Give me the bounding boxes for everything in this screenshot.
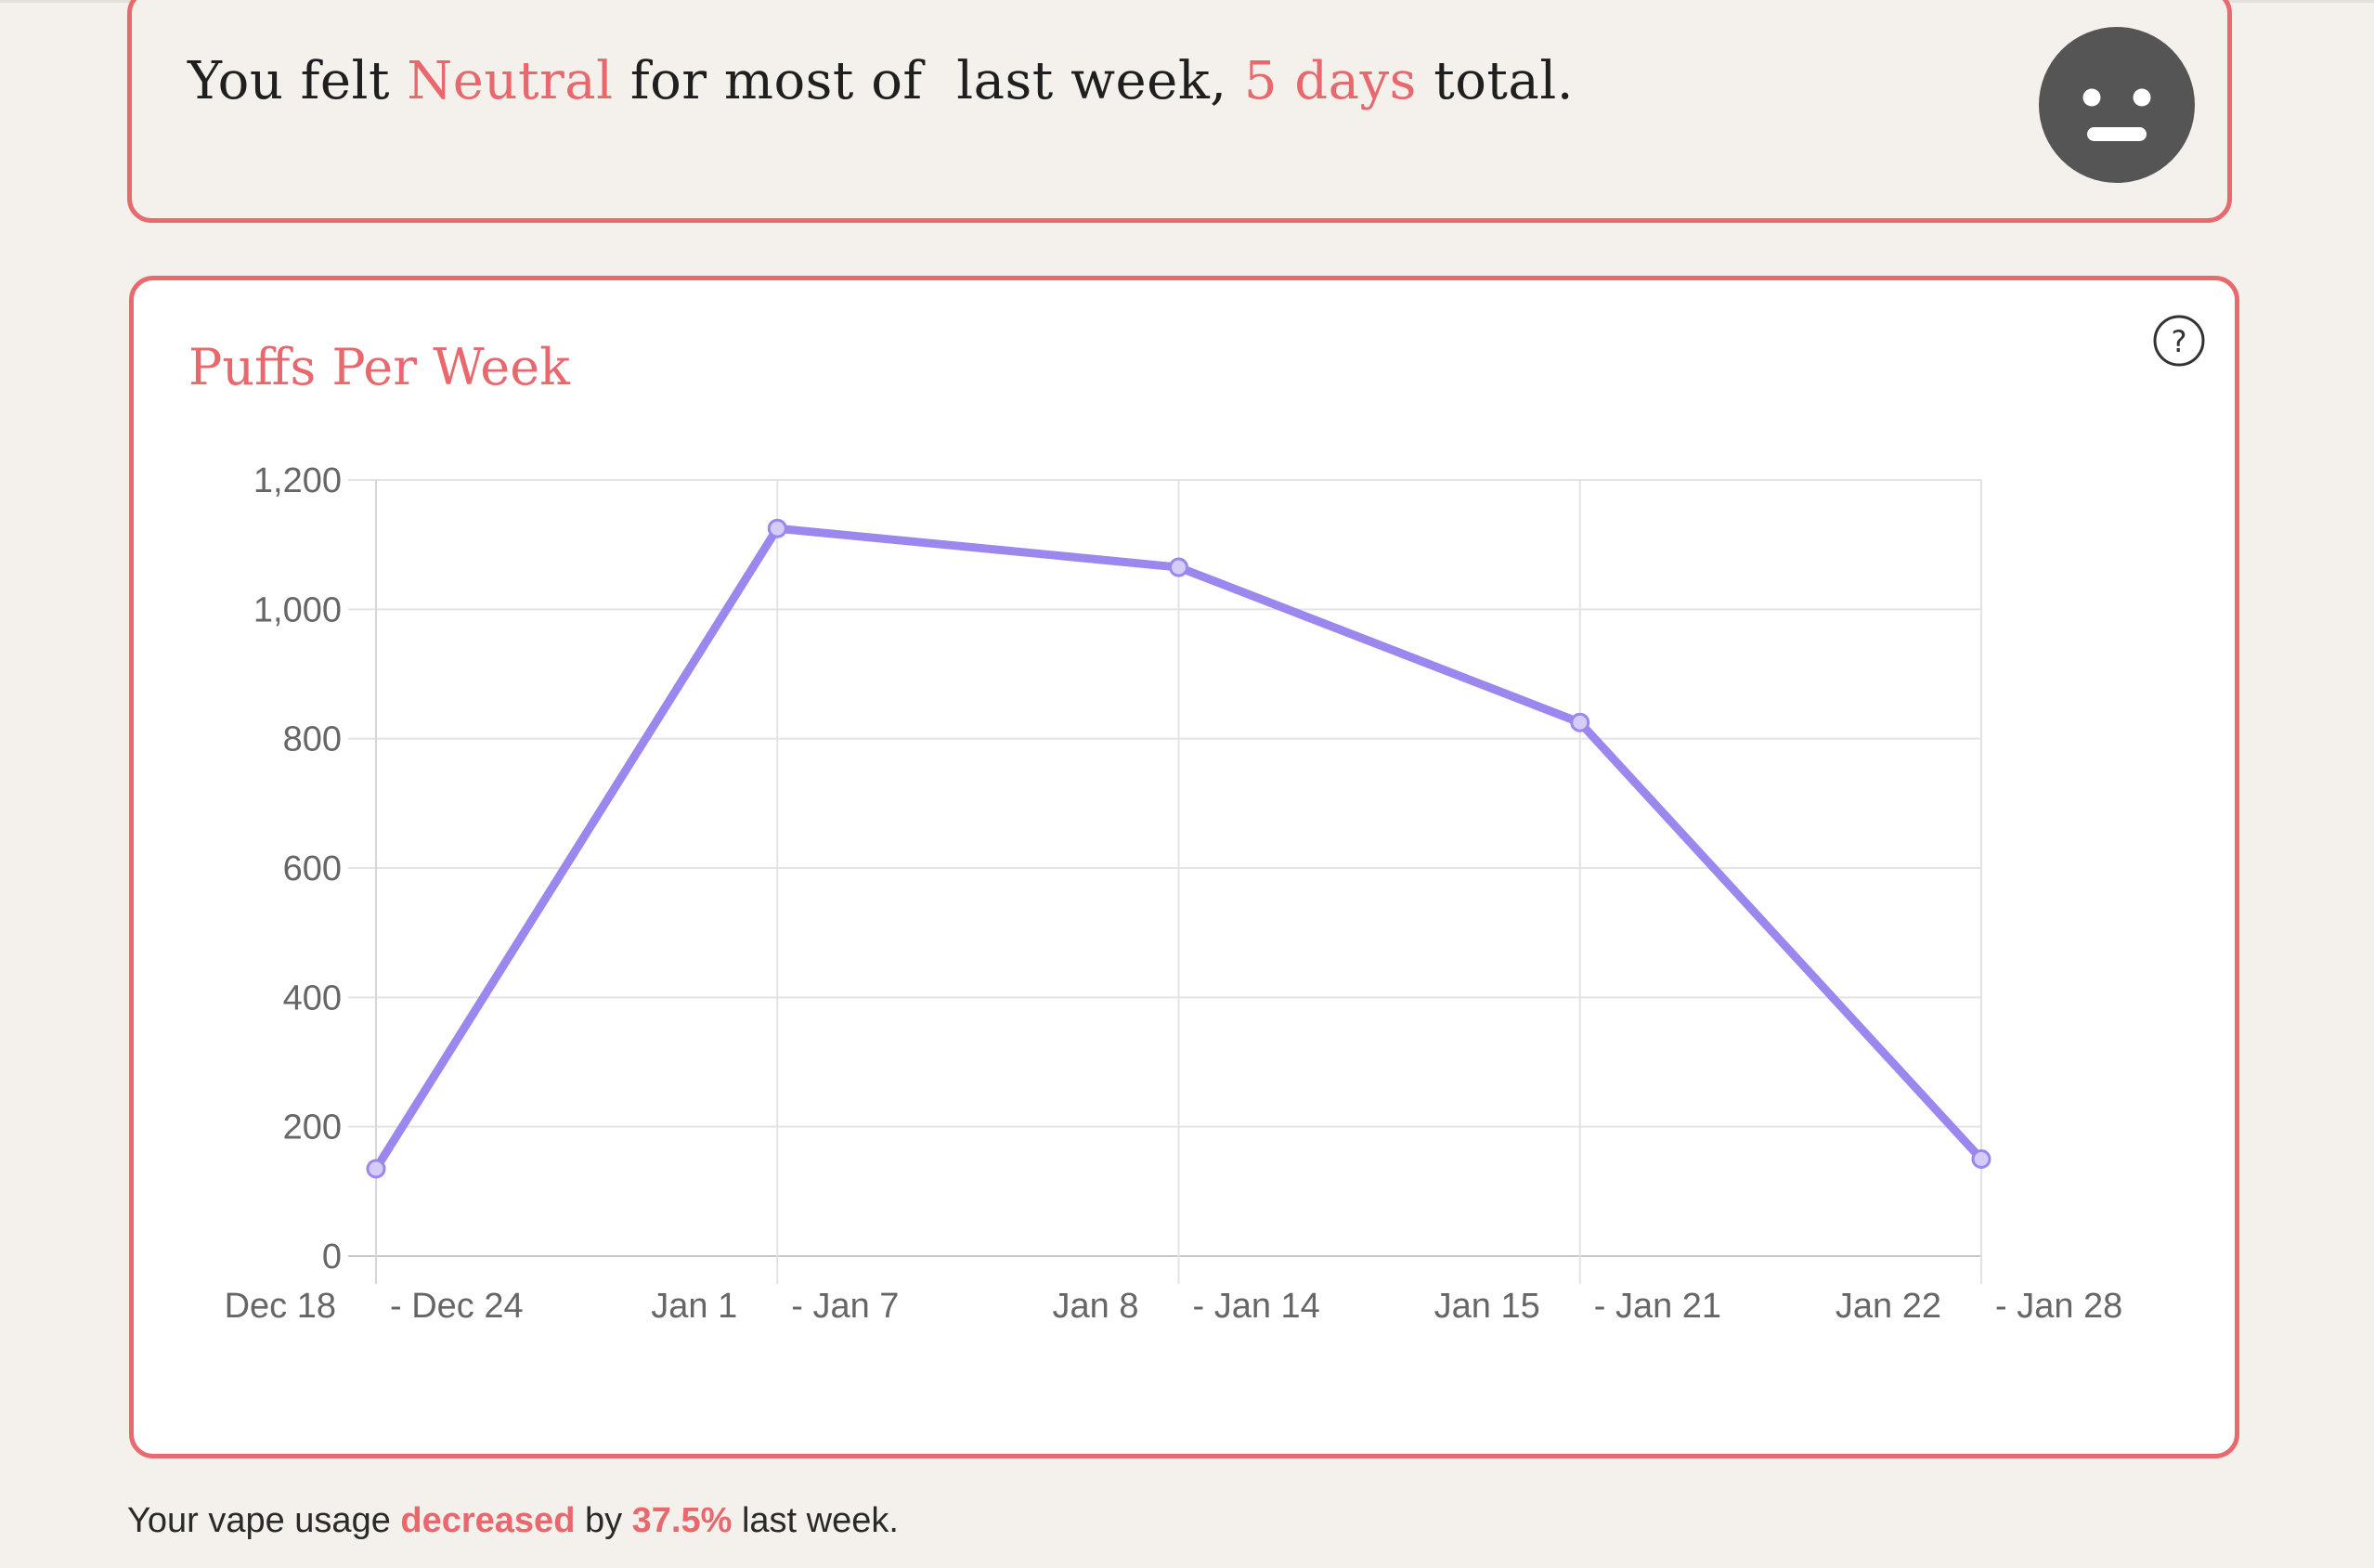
mood-word: Neutral	[407, 51, 614, 111]
data-point	[767, 518, 787, 538]
x-tick-label: Jan 1	[651, 1287, 737, 1326]
y-tick-label: 800	[283, 720, 342, 759]
x-tick-label: Jan 15	[1434, 1287, 1540, 1326]
x-tick-label: - Jan 28	[1995, 1287, 2122, 1326]
x-tick-label: Jan 22	[1836, 1287, 1941, 1326]
summary-middle: by	[575, 1501, 632, 1540]
chart-title: Puffs Per Week	[188, 338, 570, 396]
data-point	[1971, 1149, 1991, 1169]
data-point	[1570, 712, 1590, 732]
svg-text:?: ?	[2172, 324, 2187, 359]
summary-prefix: Your vape usage	[127, 1501, 401, 1540]
x-tick-label: - Dec 24	[390, 1287, 524, 1326]
y-tick-label: 400	[283, 978, 342, 1017]
x-tick-label: - Jan 7	[791, 1287, 899, 1326]
mood-middle: for most of last week,	[613, 51, 1244, 111]
y-tick-label: 600	[283, 849, 342, 888]
neutral-face-icon	[2039, 27, 2195, 183]
question-circle-icon[interactable]: ?	[2152, 314, 2206, 368]
data-point	[366, 1159, 386, 1179]
summary-suffix: last week.	[732, 1501, 899, 1540]
mood-summary-text: You felt Neutral for most of last week, …	[188, 51, 1574, 111]
puffs-chart-card: Puffs Per Week ? 0 200 400 600 800 1,000 1,200…	[129, 276, 2239, 1458]
summary-percent: 37.5%	[631, 1501, 733, 1540]
mood-suffix: total.	[1416, 51, 1575, 111]
y-tick-label: 200	[283, 1108, 342, 1147]
x-tick-label: - Jan 14	[1193, 1287, 1320, 1326]
usage-summary: Your vape usage decreased by 37.5% last …	[127, 1501, 899, 1541]
x-tick-label: Dec 18	[225, 1287, 336, 1326]
mood-prefix: You felt	[188, 51, 408, 111]
y-tick-label: 1,200	[253, 461, 342, 500]
data-point	[1169, 557, 1188, 577]
mood-card: You felt Neutral for most of last week, …	[127, 0, 2232, 223]
y-tick-label: 1,000	[253, 590, 342, 629]
y-tick-label: 0	[322, 1238, 342, 1276]
x-tick-label: Jan 8	[1053, 1287, 1139, 1326]
mood-days: 5 days	[1243, 51, 1417, 111]
x-tick-label: - Jan 21	[1594, 1287, 1721, 1326]
puffs-line-chart: 0 200 400 600 800 1,000 1,200 Dec 18 - Dec 24 Jan…	[225, 461, 2123, 1326]
summary-direction: decreased	[400, 1501, 576, 1540]
